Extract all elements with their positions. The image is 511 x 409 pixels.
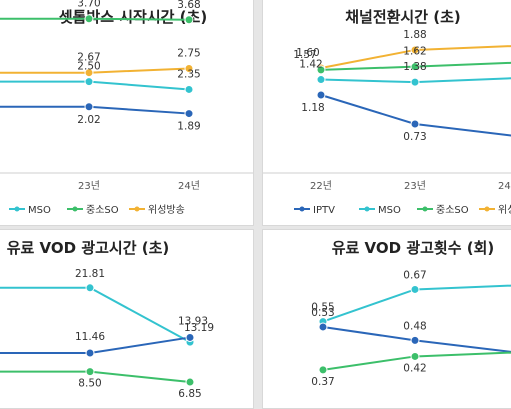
- data-label-so: 3.68: [177, 0, 200, 11]
- chart-vod-ad-count: 유료 VOD 광고횟수 (회) 0.55 0.67 0.53 0.48 0.37 0.42: [311, 239, 511, 388]
- legend-entry: IPTV: [313, 205, 335, 216]
- chart-title: 셋톱박스 시작시간 (초): [59, 8, 207, 26]
- data-label-iptv: 2.02: [77, 114, 100, 126]
- data-label-iptv: 0.73: [403, 131, 426, 143]
- data-point-mso: [184, 84, 194, 94]
- data-label-so: 1.62: [403, 46, 426, 58]
- data-label-iptv: 11.46: [75, 331, 105, 343]
- x-tick-label: 24년: [178, 180, 200, 192]
- data-label-mso: 1.38: [403, 61, 426, 73]
- chart-title: 유료 VOD 광고횟수 (회): [332, 239, 495, 257]
- series-line-iptv: [320, 94, 511, 137]
- x-tick-label: 23년: [404, 180, 426, 192]
- data-point-so: [318, 365, 328, 375]
- data-point-sat: [184, 64, 194, 73]
- chart-title: 유료 VOD 광고시간 (초): [7, 239, 170, 257]
- legend-entry: 위성방송: [498, 203, 511, 216]
- legend-marker: [299, 206, 305, 212]
- series-line-iptv: [0, 105, 190, 115]
- data-label-so: 8.50: [78, 378, 101, 390]
- chart-panel-settop-start-time: 셋톱박스 시작시간 (초)22년23년24년3.703.682.672.752.…: [0, 0, 254, 226]
- data-point-so: [185, 377, 195, 387]
- data-point-iptv: [316, 90, 326, 100]
- chart-panel-vod-ad-time: 유료 VOD 광고시간 (초) 21.81 13.19 11.46 13.93 8.50 6…: [0, 229, 254, 409]
- data-label-so: 0.42: [403, 362, 426, 374]
- data-point-iptv: [318, 322, 328, 332]
- chart-title: 채널전환시간 (초): [345, 8, 461, 26]
- series-line-mso: [0, 80, 190, 91]
- chart-panel-channel-switch-time: 채널전환시간 (초) 22년 23년 24년 1.60 1.88 1.57 1.62 1.42 1…: [262, 0, 511, 226]
- chart-settop-start-time: 셋톱박스 시작시간 (초)22년23년24년3.703.682.672.752.…: [0, 0, 253, 216]
- data-label-mso: 13.19: [184, 322, 214, 334]
- legend-marker: [134, 206, 140, 212]
- legend-entry: MSO: [28, 205, 51, 216]
- x-tick-label: 22년: [310, 180, 332, 192]
- data-point-iptv: [185, 332, 195, 342]
- data-label-so: 0.37: [311, 376, 334, 388]
- legend-marker: [72, 206, 78, 212]
- chart-vod-ad-time: 유료 VOD 광고시간 (초) 21.81 13.19 11.46 13.93 8.50 6…: [0, 239, 214, 400]
- legend-marker: [484, 206, 490, 212]
- legend-marker: [422, 206, 428, 212]
- data-label-sat: 2.75: [177, 48, 200, 60]
- data-label-mso: 2.35: [177, 68, 200, 80]
- legend-marker: [364, 206, 370, 212]
- data-label-so: 1.57: [293, 49, 316, 61]
- data-label-mso: 2.50: [77, 61, 100, 73]
- data-point-mso: [85, 283, 95, 293]
- data-point-iptv: [410, 335, 420, 345]
- series-line-so: [0, 17, 190, 21]
- data-point-so: [84, 14, 94, 24]
- legend-entry: 중소SO: [436, 204, 469, 216]
- data-label-iptv: 0.53: [311, 307, 334, 319]
- data-point-mso: [410, 77, 420, 87]
- data-point-so: [184, 15, 194, 25]
- data-point-so: [410, 62, 420, 72]
- data-label-sat: 2.67: [77, 52, 100, 64]
- data-point-mso: [410, 284, 420, 294]
- data-point-iptv: [410, 119, 420, 129]
- data-point-mso: [316, 75, 326, 85]
- x-tick-label: 23년: [78, 180, 100, 192]
- data-label-so: 6.85: [178, 388, 201, 400]
- x-tick-label: 24년: [498, 180, 511, 192]
- data-point-sat: [84, 68, 94, 78]
- data-label-so: 3.70: [77, 0, 100, 10]
- chart-panel-vod-ad-count: 유료 VOD 광고횟수 (회) 0.55 0.67 0.53 0.48 0.37 0.42: [262, 229, 511, 409]
- data-point-sat: [410, 45, 420, 55]
- data-point-mso: [84, 77, 94, 87]
- data-point-so: [316, 65, 326, 75]
- data-label-mso: 0.67: [403, 269, 426, 281]
- data-label-mso: 21.81: [75, 268, 105, 280]
- data-point-so: [410, 351, 420, 361]
- data-label-iptv: 13.93: [178, 315, 208, 327]
- legend-entry: 중소SO: [86, 204, 119, 216]
- legend-entry: MSO: [378, 205, 401, 216]
- data-label-iptv: 1.89: [177, 121, 200, 133]
- legend-marker: [14, 206, 20, 212]
- legend-entry: 위성방송: [148, 203, 185, 216]
- data-label-mso: 0.55: [311, 302, 334, 314]
- data-point-iptv: [85, 348, 95, 358]
- data-label-sat: 1.88: [403, 29, 426, 41]
- data-label-iptv: 0.48: [403, 320, 426, 332]
- data-label-sat: 1.60: [296, 47, 319, 59]
- data-label-iptv: 1.18: [301, 102, 324, 114]
- data-point-so: [85, 367, 95, 377]
- data-label-mso: 1.42: [299, 59, 322, 71]
- chart-channel-switch-time: 채널전환시간 (초) 22년 23년 24년 1.60 1.88 1.57 1.62 1.42 1…: [263, 8, 511, 216]
- data-point-iptv: [84, 102, 94, 112]
- data-point-iptv: [184, 109, 194, 119]
